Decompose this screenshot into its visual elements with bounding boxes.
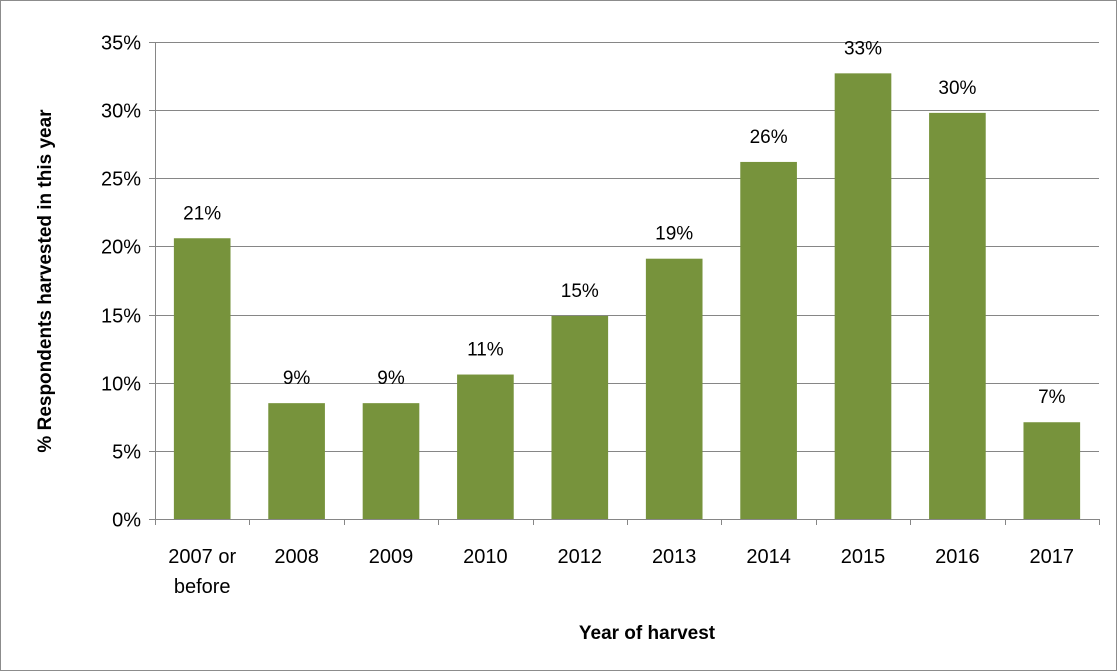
data-label: 33% <box>844 38 882 59</box>
x-tick-label: 2015 <box>841 546 886 568</box>
bar <box>173 238 231 519</box>
x-tick-label: 2014 <box>746 546 791 568</box>
y-tick-label: 20% <box>101 237 141 259</box>
bars <box>173 73 1081 520</box>
data-label: 21% <box>183 203 221 224</box>
data-label: 9% <box>283 368 311 389</box>
x-axis-title: Year of harvest <box>579 623 716 644</box>
data-labels: 21% 9% 9% 11% 15% 19% 26% 33% 30% 7% <box>183 38 1065 408</box>
bar <box>740 161 797 519</box>
y-tick-label: 5% <box>112 442 141 464</box>
y-axis-title: % Respondents harvested in this year <box>35 109 56 453</box>
data-label: 11% <box>467 340 504 361</box>
x-tick-label: 2016 <box>935 546 980 568</box>
data-label: 9% <box>377 368 405 389</box>
bar <box>1023 422 1081 519</box>
gridlines <box>155 42 1099 452</box>
y-tick-label: 0% <box>112 510 141 532</box>
x-tick-label: 2007 or <box>168 546 236 568</box>
x-tick-labels: 2007 or before 2008 2009 2010 2012 2013 2014 201… <box>168 546 1074 598</box>
bar <box>268 403 325 519</box>
bar <box>834 73 892 520</box>
bar <box>457 374 514 519</box>
data-label: 26% <box>750 127 788 148</box>
bar <box>362 403 420 519</box>
y-tick-label: 10% <box>101 374 141 396</box>
y-tick-label: 25% <box>101 169 141 191</box>
y-tick-label: 35% <box>101 33 141 55</box>
x-tick-label: before <box>174 576 231 598</box>
y-tick-label: 30% <box>101 101 141 123</box>
bar <box>929 112 986 520</box>
x-tick-label: 2009 <box>369 546 414 568</box>
bar <box>645 258 703 519</box>
y-tick-labels: 0% 5% 10% 15% 20% 25% 30% 35% <box>101 33 141 532</box>
data-label: 30% <box>938 78 976 99</box>
y-tick-label: 15% <box>101 306 141 328</box>
data-label: 7% <box>1038 387 1066 408</box>
x-tick-label: 2017 <box>1030 546 1075 568</box>
data-label: 19% <box>655 224 693 245</box>
x-tick-label: 2008 <box>274 546 319 568</box>
x-tick-label: 2012 <box>558 546 603 568</box>
x-tick-label: 2013 <box>652 546 697 568</box>
x-tick-label: 2010 <box>463 546 508 568</box>
bar <box>551 315 609 519</box>
data-label: 15% <box>561 281 599 302</box>
axes <box>149 42 1100 525</box>
